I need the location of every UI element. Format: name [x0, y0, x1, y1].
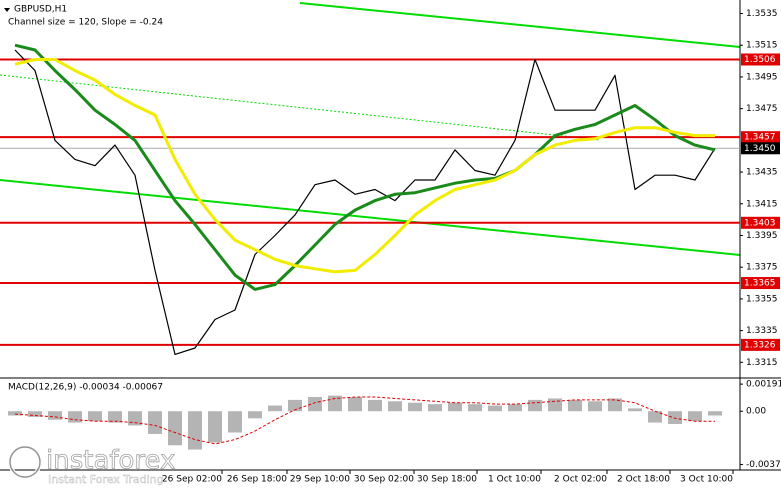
price-series — [14, 49, 716, 355]
y-tick-label: 1.3515 — [746, 41, 778, 51]
y-tick-label: 1.3415 — [746, 199, 778, 209]
macd-bar — [308, 397, 322, 412]
y-tick-label: 0.00 — [746, 407, 766, 417]
y-tick-label: 1.3395 — [746, 231, 778, 241]
level-label-box — [741, 277, 780, 290]
macd-bar — [448, 402, 462, 412]
macd-bar — [608, 398, 622, 412]
current-price-label: 1.3450 — [744, 144, 776, 154]
signal-line — [14, 396, 715, 445]
macd-bar — [688, 411, 702, 422]
level-label-box — [741, 338, 780, 351]
indicator-label: Channel size = 120, Slope = -0.24 — [8, 18, 163, 28]
level-label-box — [741, 53, 780, 66]
x-tick-label: 2 Oct 02:00 — [554, 475, 607, 485]
macd-bar — [668, 411, 682, 424]
logo-ring-outline — [9, 446, 41, 478]
macd-bar — [148, 411, 162, 434]
tagline: Instant Forex Trading — [48, 473, 164, 486]
macd-bar — [408, 402, 422, 412]
macd-bar — [648, 411, 662, 423]
y-tick-label: 1.3355 — [746, 294, 778, 304]
macd-bar — [228, 411, 242, 433]
x-tick-label: 26 Sep 18:00 — [227, 475, 287, 485]
y-tick-label: 1.3315 — [746, 358, 778, 368]
macd-bar — [428, 404, 442, 412]
x-tick-label: 2 Oct 18:00 — [617, 475, 670, 485]
macd-bar — [48, 411, 62, 420]
x-tick-label: 26 Sep 02:00 — [162, 475, 222, 485]
macd-bar — [488, 405, 502, 412]
macd-bar — [188, 411, 202, 450]
watermark: instaforex Instant Forex Trading — [8, 445, 176, 486]
macd-bar — [548, 398, 562, 412]
price-series — [14, 58, 715, 274]
level-label: 1.3403 — [744, 218, 776, 228]
macd-bar — [268, 405, 282, 412]
y-tick-label: -0.00375 — [746, 460, 781, 470]
macd-bar — [528, 399, 542, 412]
y-tick-label: 1.3335 — [746, 326, 778, 336]
y-tick-label: 1.3435 — [746, 168, 778, 178]
macd-bar — [628, 408, 642, 412]
channel-upper — [299, 2, 741, 48]
channel-lower — [0, 179, 741, 256]
macd-bar — [68, 411, 82, 423]
level-label: 1.3365 — [744, 279, 776, 289]
level-label: 1.3506 — [744, 55, 776, 65]
level-label-box — [741, 216, 780, 229]
x-tick-label: 30 Sep 18:00 — [417, 475, 477, 485]
plot-layer: 1.3535 1.3515 1.3495 1.3475 1.3435 1.3415 1.33… — [0, 9, 781, 485]
x-tick-label: 3 Oct 10:00 — [680, 475, 733, 485]
macd-bar — [708, 411, 722, 416]
x-tick-label: 1 Oct 10:00 — [488, 475, 541, 485]
macd-bar — [368, 399, 382, 412]
macd-bar — [568, 399, 582, 412]
x-tick-label: 29 Sep 10:00 — [290, 475, 350, 485]
price-series — [14, 43, 716, 291]
y-tick-label: 1.3535 — [746, 9, 778, 19]
macd-bar — [588, 401, 602, 412]
macd-bar — [168, 411, 182, 446]
y-tick-label: 1.3375 — [746, 263, 778, 273]
current-price-box — [741, 142, 780, 155]
y-tick-label: 1.3475 — [746, 104, 778, 114]
macd-title: MACD(12,26,9) -0.00034 -0.00067 — [8, 383, 163, 393]
level-label: 1.3326 — [744, 340, 776, 350]
y-tick-label: 1.3495 — [746, 72, 778, 82]
header-icon — [4, 8, 10, 12]
brand: instaforex — [46, 446, 175, 476]
macd-bar — [88, 411, 102, 422]
macd-bar — [248, 411, 262, 419]
macd-bar — [348, 397, 362, 412]
y-tick-label: 0.00191 — [746, 380, 781, 390]
macd-bar — [28, 411, 42, 417]
macd-bar — [508, 404, 522, 412]
macd-bar — [208, 411, 222, 443]
macd-bar — [388, 401, 402, 412]
x-tick-label: 30 Sep 02:00 — [354, 475, 414, 485]
level-label-box — [741, 131, 780, 144]
macd-bar — [8, 411, 22, 416]
macd-bar — [328, 395, 342, 412]
macd-bar — [468, 404, 482, 412]
macd-bar — [288, 399, 302, 412]
macd-bar — [108, 411, 122, 423]
symbol-label: GBPUSD,H1 — [14, 5, 67, 15]
channel-middle — [0, 74, 601, 141]
level-label: 1.3457 — [744, 133, 776, 143]
